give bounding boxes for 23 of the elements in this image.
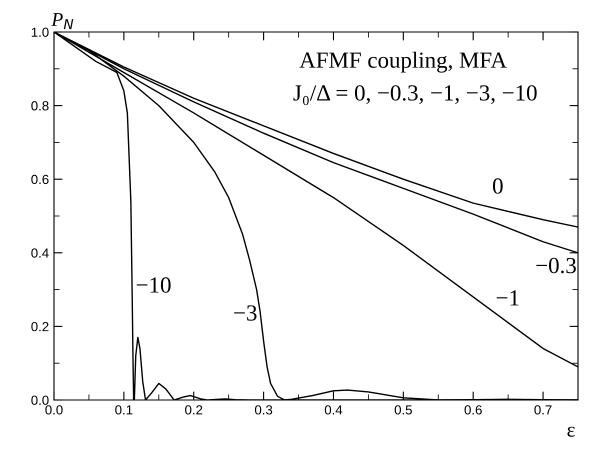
annotation: −10 bbox=[136, 277, 171, 293]
x-tick-label: 0.4 bbox=[324, 405, 342, 415]
y-tick-label: 0.6 bbox=[31, 174, 49, 184]
annotation: AFMF coupling, MFA bbox=[299, 52, 507, 73]
y-tick-label: 0.4 bbox=[31, 248, 49, 258]
x-tick-label: 0.3 bbox=[254, 405, 272, 415]
x-tick-label: 0.2 bbox=[185, 405, 202, 415]
x-tick-label: 0.7 bbox=[534, 405, 552, 415]
x-tick-label: 0.6 bbox=[464, 405, 482, 415]
annotation: −1 bbox=[496, 290, 519, 306]
annotation: 0 bbox=[492, 178, 503, 194]
x-tick-label: 0.5 bbox=[394, 405, 412, 415]
y-tick-label: 0.0 bbox=[31, 396, 49, 405]
y-axis-title: P$_{N}$ bbox=[51, 13, 74, 30]
x-tick-label: 0.0 bbox=[45, 405, 63, 415]
y-tick-label: 1.0 bbox=[32, 28, 49, 37]
y-tick-label: 0.8 bbox=[31, 101, 49, 111]
annotation: J₀/Δ = 0, −0.3, −1, −3, −10 bbox=[293, 85, 537, 106]
x-tick-label: 0.1 bbox=[115, 405, 132, 415]
annotation: −3 bbox=[234, 305, 257, 321]
y-tick-label: 0.2 bbox=[31, 322, 48, 332]
annotation: −0.3 bbox=[536, 258, 576, 274]
x-axis-title: ε bbox=[567, 426, 575, 437]
